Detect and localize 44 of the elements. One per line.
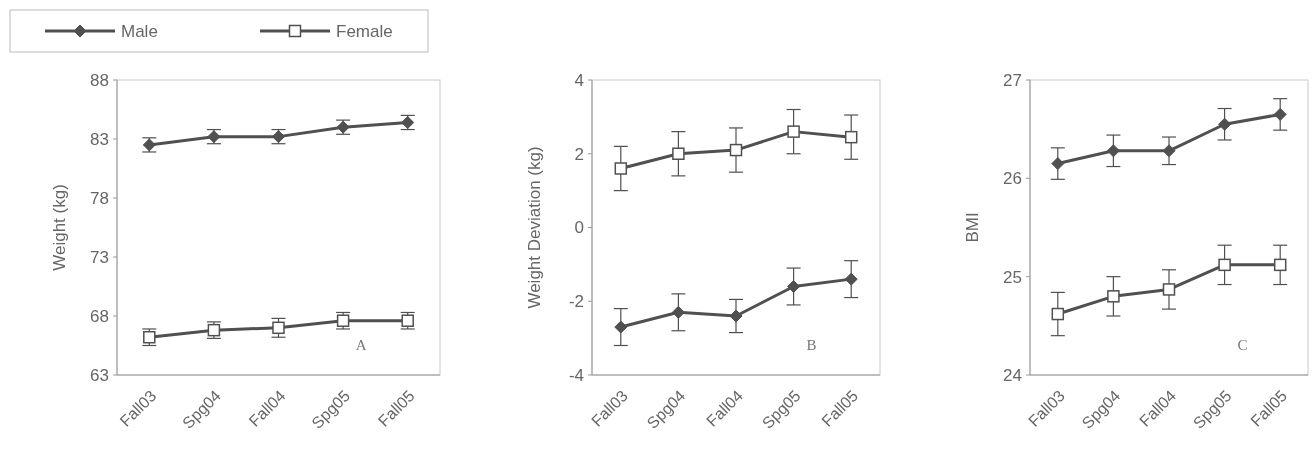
y-tick-label: 24 xyxy=(1003,365,1022,385)
point xyxy=(1051,307,1065,321)
y-tick-label: 25 xyxy=(1003,267,1022,287)
point xyxy=(672,147,685,160)
y-tick-label: -2 xyxy=(568,292,584,312)
y-tick-label: 83 xyxy=(90,129,109,149)
y-tick-label: 88 xyxy=(90,70,109,90)
point xyxy=(1218,117,1232,131)
point xyxy=(614,320,628,334)
legend-label: Female xyxy=(336,21,393,41)
point xyxy=(1218,258,1231,272)
point xyxy=(729,309,743,323)
point xyxy=(1273,107,1287,121)
y-tick-label: 78 xyxy=(90,188,109,208)
point xyxy=(671,305,685,319)
point xyxy=(844,130,858,144)
y-tick-label: 68 xyxy=(90,306,109,326)
point xyxy=(1162,283,1176,296)
y-tick-label: 4 xyxy=(574,70,584,90)
point xyxy=(1051,157,1065,171)
y-axis-title: Weight (kg) xyxy=(50,184,69,271)
y-tick-label: 26 xyxy=(1003,169,1022,189)
y-axis-title: Weight Deviation (kg) xyxy=(525,146,544,309)
y-axis-title: BMI xyxy=(963,212,982,243)
y-tick-label: -4 xyxy=(568,365,584,385)
point xyxy=(844,272,858,286)
annotation: B xyxy=(806,337,817,353)
point xyxy=(614,162,628,175)
annotation: C xyxy=(1237,337,1248,353)
annotation: A xyxy=(355,337,367,353)
point xyxy=(1106,144,1120,158)
y-tick-label: 63 xyxy=(90,365,109,385)
y-tick-label: 27 xyxy=(1003,70,1022,90)
legend-label: Male xyxy=(121,21,158,41)
point xyxy=(1273,258,1287,272)
point xyxy=(787,280,801,293)
point xyxy=(1162,144,1176,158)
y-tick-label: 2 xyxy=(574,144,584,164)
point xyxy=(272,321,285,335)
point xyxy=(1107,290,1120,303)
point xyxy=(787,125,800,138)
point xyxy=(729,143,743,157)
y-tick-label: 0 xyxy=(574,218,584,238)
y-tick-label: 73 xyxy=(90,247,109,267)
